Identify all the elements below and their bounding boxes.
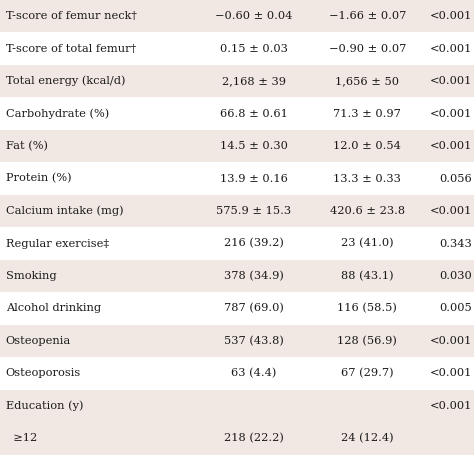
Text: 378 (34.9): 378 (34.9) — [224, 271, 283, 281]
Text: 13.3 ± 0.33: 13.3 ± 0.33 — [333, 173, 401, 183]
Bar — [0, 0, 474, 33]
Text: 420.6 ± 23.8: 420.6 ± 23.8 — [330, 206, 405, 216]
Text: Carbohydrate (%): Carbohydrate (%) — [6, 109, 109, 119]
Bar — [0, 422, 474, 455]
Text: 116 (58.5): 116 (58.5) — [337, 303, 397, 314]
Text: 575.9 ± 15.3: 575.9 ± 15.3 — [216, 206, 291, 216]
Text: 216 (39.2): 216 (39.2) — [224, 238, 283, 249]
Bar — [0, 228, 474, 260]
Text: <0.001: <0.001 — [429, 401, 472, 411]
Text: 71.3 ± 0.97: 71.3 ± 0.97 — [333, 109, 401, 118]
Text: Fat (%): Fat (%) — [6, 141, 48, 151]
Bar — [0, 260, 474, 292]
Bar — [0, 357, 474, 390]
Bar — [0, 33, 474, 65]
Bar — [0, 163, 474, 195]
Text: 0.030: 0.030 — [439, 271, 472, 281]
Text: 537 (43.8): 537 (43.8) — [224, 336, 283, 346]
Text: T-score of total femur†: T-score of total femur† — [6, 44, 136, 54]
Text: Osteopenia: Osteopenia — [6, 336, 71, 346]
Text: <0.001: <0.001 — [429, 11, 472, 21]
Text: Osteoporosis: Osteoporosis — [6, 368, 81, 378]
Text: 2,168 ± 39: 2,168 ± 39 — [221, 76, 286, 86]
Text: Education (y): Education (y) — [6, 401, 83, 411]
Text: <0.001: <0.001 — [429, 109, 472, 118]
Text: <0.001: <0.001 — [429, 206, 472, 216]
Text: T-score of femur neck†: T-score of femur neck† — [6, 11, 137, 21]
Text: <0.001: <0.001 — [429, 141, 472, 151]
Text: 13.9 ± 0.16: 13.9 ± 0.16 — [219, 173, 288, 183]
Bar — [0, 65, 474, 98]
Text: ≥12: ≥12 — [6, 433, 37, 443]
Text: <0.001: <0.001 — [429, 44, 472, 54]
Text: 0.15 ± 0.03: 0.15 ± 0.03 — [219, 44, 288, 54]
Bar — [0, 325, 474, 357]
Text: 0.005: 0.005 — [439, 303, 472, 313]
Text: 14.5 ± 0.30: 14.5 ± 0.30 — [219, 141, 288, 151]
Text: 0.343: 0.343 — [439, 238, 472, 248]
Text: <0.001: <0.001 — [429, 336, 472, 346]
Text: −1.66 ± 0.07: −1.66 ± 0.07 — [328, 11, 406, 21]
Text: Regular exercise‡: Regular exercise‡ — [6, 238, 109, 248]
Text: Total energy (kcal/d): Total energy (kcal/d) — [6, 76, 125, 86]
Text: 67 (29.7): 67 (29.7) — [341, 368, 394, 379]
Text: 1,656 ± 50: 1,656 ± 50 — [335, 76, 400, 86]
Bar — [0, 130, 474, 163]
Text: 0.056: 0.056 — [439, 173, 472, 183]
Text: Alcohol drinking: Alcohol drinking — [6, 303, 101, 313]
Text: 24 (12.4): 24 (12.4) — [341, 433, 394, 444]
Text: Calcium intake (mg): Calcium intake (mg) — [6, 206, 123, 216]
Text: −0.90 ± 0.07: −0.90 ± 0.07 — [328, 44, 406, 54]
Text: 12.0 ± 0.54: 12.0 ± 0.54 — [333, 141, 401, 151]
Text: Smoking: Smoking — [6, 271, 56, 281]
Text: 66.8 ± 0.61: 66.8 ± 0.61 — [219, 109, 288, 118]
Bar — [0, 390, 474, 422]
Text: 63 (4.4): 63 (4.4) — [231, 368, 276, 379]
Text: <0.001: <0.001 — [429, 368, 472, 378]
Text: Protein (%): Protein (%) — [6, 173, 71, 184]
Bar — [0, 292, 474, 325]
Text: <0.001: <0.001 — [429, 76, 472, 86]
Bar — [0, 98, 474, 130]
Text: 128 (56.9): 128 (56.9) — [337, 336, 397, 346]
Text: 218 (22.2): 218 (22.2) — [224, 433, 283, 444]
Text: 23 (41.0): 23 (41.0) — [341, 238, 394, 249]
Text: 787 (69.0): 787 (69.0) — [224, 303, 283, 314]
Bar — [0, 195, 474, 228]
Text: −0.60 ± 0.04: −0.60 ± 0.04 — [215, 11, 292, 21]
Text: 88 (43.1): 88 (43.1) — [341, 271, 394, 281]
